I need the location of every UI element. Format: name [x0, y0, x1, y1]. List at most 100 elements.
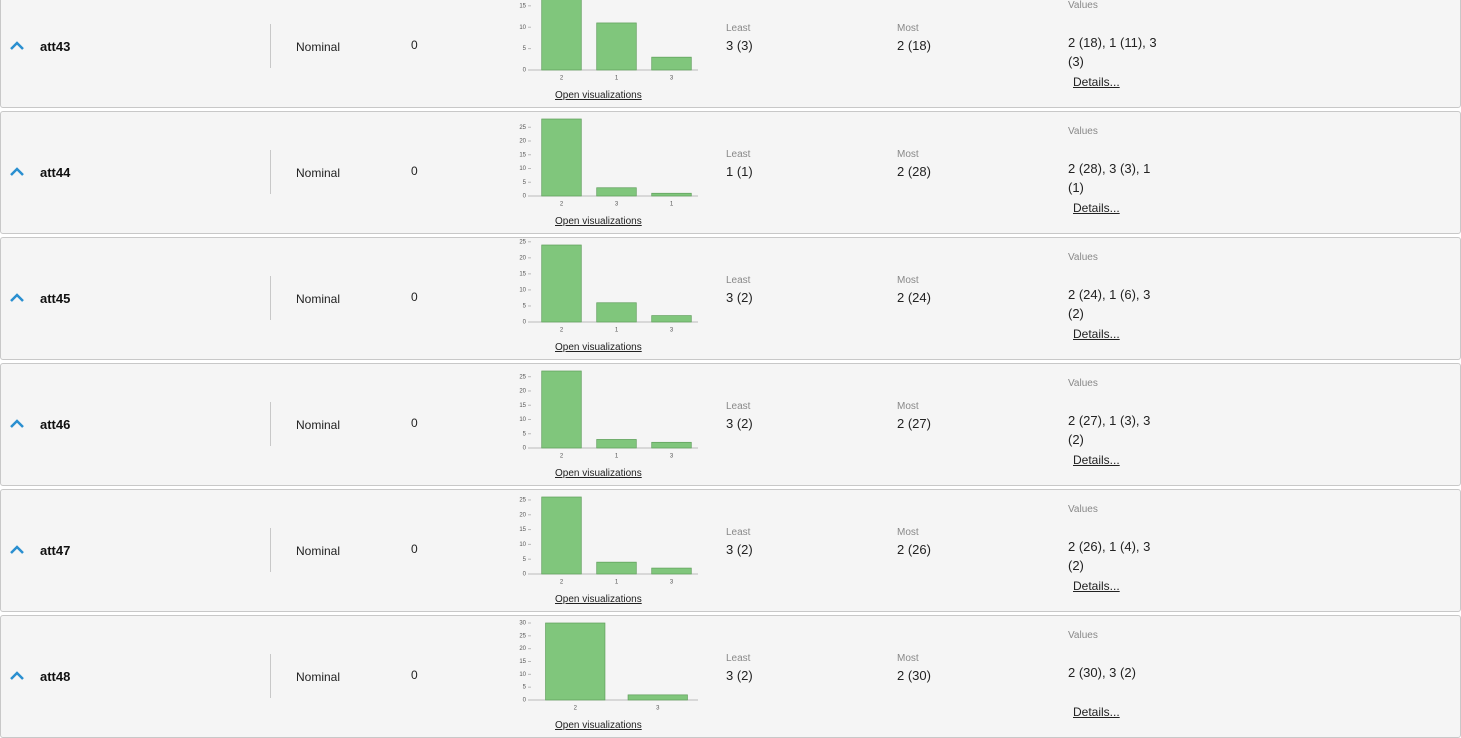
- histogram: 0 5 10 15 20 25 2 3 1: [519, 118, 698, 208]
- separator: [270, 24, 271, 68]
- bar: [596, 439, 637, 449]
- x-tick-label: 2: [560, 580, 564, 586]
- x-tick-label: 3: [670, 76, 674, 82]
- missing-count: 0: [411, 164, 418, 178]
- x-tick-label: 3: [656, 706, 660, 712]
- collapse-icon[interactable]: [10, 167, 24, 177]
- y-tick-label: 25: [519, 239, 526, 245]
- most-value: 2 (18): [897, 38, 931, 53]
- x-tick-label: 2: [560, 454, 564, 460]
- y-tick-label: 5: [523, 431, 527, 437]
- bar: [651, 56, 692, 71]
- values-label: Values: [1068, 126, 1098, 137]
- bar: [651, 567, 692, 575]
- least-value: 3 (2): [726, 542, 753, 557]
- open-visualizations-link[interactable]: Open visualizations: [555, 594, 642, 605]
- attribute-type: Nominal: [296, 166, 341, 180]
- collapse-icon[interactable]: [10, 545, 24, 555]
- y-tick-label: 0: [523, 446, 527, 452]
- values-label: Values: [1068, 0, 1098, 11]
- attribute-type: Nominal: [296, 670, 341, 684]
- least-label: Least: [726, 275, 751, 286]
- open-visualizations-link[interactable]: Open visualizations: [555, 90, 642, 101]
- details-link[interactable]: Details...: [1073, 453, 1120, 467]
- most-label: Most: [897, 653, 919, 664]
- y-tick-label: 15: [519, 152, 526, 158]
- bar: [596, 302, 637, 323]
- y-tick-label: 0: [523, 194, 527, 200]
- attribute-type: Nominal: [296, 40, 341, 54]
- missing-count: 0: [411, 290, 418, 304]
- missing-count: 0: [411, 668, 418, 682]
- separator: [270, 654, 271, 698]
- histogram: 0 5 10 15 20 25 30 2 3: [519, 621, 698, 712]
- values-label: Values: [1068, 630, 1098, 641]
- y-tick-label: 5: [523, 46, 527, 52]
- values-label: Values: [1068, 252, 1098, 263]
- y-tick-label: 15: [519, 527, 526, 533]
- values-label: Values: [1068, 504, 1098, 515]
- y-tick-label: 20: [519, 512, 526, 518]
- y-tick-label: 20: [519, 255, 526, 261]
- histogram: 0 5 10 15 20 25 2 1 3: [519, 496, 698, 586]
- least-value: 3 (2): [726, 668, 753, 683]
- bar: [651, 192, 692, 197]
- caret: [10, 167, 24, 176]
- histogram: 0 5 10 15 20 25 2 1 3: [519, 370, 698, 460]
- y-tick-label: 15: [519, 659, 526, 665]
- y-tick-label: 5: [523, 304, 527, 310]
- separator: [270, 276, 271, 320]
- y-tick-label: 10: [519, 287, 526, 293]
- attribute-row: att45 Nominal 0 Least 3 (2) Most 2 (24) Values 2…: [0, 237, 1461, 360]
- details-link[interactable]: Details...: [1073, 201, 1120, 215]
- most-label: Most: [897, 527, 919, 538]
- attribute-type: Nominal: [296, 292, 341, 306]
- attribute-row: att47 Nominal 0 Least 3 (2) Most 2 (26) Values 2…: [0, 489, 1461, 612]
- bar: [541, 370, 582, 449]
- collapse-icon[interactable]: [10, 671, 24, 681]
- details-link[interactable]: Details...: [1073, 75, 1120, 89]
- y-tick-label: 10: [519, 417, 526, 423]
- collapse-icon[interactable]: [10, 41, 24, 51]
- y-tick-label: 30: [519, 621, 526, 627]
- x-tick-label: 3: [615, 202, 619, 208]
- bar: [541, 118, 582, 197]
- bar: [541, 244, 582, 323]
- bar: [596, 187, 637, 197]
- most-label: Most: [897, 149, 919, 160]
- most-value: 2 (27): [897, 416, 931, 431]
- bar: [596, 561, 637, 575]
- missing-count: 0: [411, 38, 418, 52]
- y-tick-label: 10: [519, 672, 526, 678]
- least-value: 3 (3): [726, 38, 753, 53]
- y-tick-label: 5: [523, 685, 527, 691]
- values-list: 2 (24), 1 (6), 3 (2): [1068, 287, 1151, 321]
- y-tick-label: 15: [519, 3, 526, 9]
- bar: [541, 496, 582, 575]
- x-tick-label: 1: [615, 76, 619, 82]
- details-link[interactable]: Details...: [1073, 705, 1120, 719]
- least-value: 3 (2): [726, 290, 753, 305]
- bar: [651, 315, 692, 323]
- most-label: Most: [897, 275, 919, 286]
- open-visualizations-link[interactable]: Open visualizations: [555, 342, 642, 353]
- caret: [10, 671, 24, 680]
- open-visualizations-link[interactable]: Open visualizations: [555, 468, 642, 479]
- values-list: 2 (18), 1 (11), 3 (3): [1068, 35, 1157, 69]
- collapse-icon[interactable]: [10, 419, 24, 429]
- x-tick-label: 3: [670, 454, 674, 460]
- attribute-name: att43: [40, 39, 71, 54]
- details-link[interactable]: Details...: [1073, 579, 1120, 593]
- open-visualizations-link[interactable]: Open visualizations: [555, 216, 642, 227]
- y-tick-label: 20: [519, 139, 526, 145]
- x-tick-label: 3: [670, 580, 674, 586]
- details-link[interactable]: Details...: [1073, 327, 1120, 341]
- y-tick-label: 15: [519, 403, 526, 409]
- open-visualizations-link[interactable]: Open visualizations: [555, 720, 642, 731]
- attribute-name: att45: [40, 291, 71, 306]
- y-tick-label: 5: [523, 557, 527, 563]
- y-tick-label: 0: [523, 68, 527, 74]
- collapse-icon[interactable]: [10, 293, 24, 303]
- y-tick-label: 10: [519, 25, 526, 31]
